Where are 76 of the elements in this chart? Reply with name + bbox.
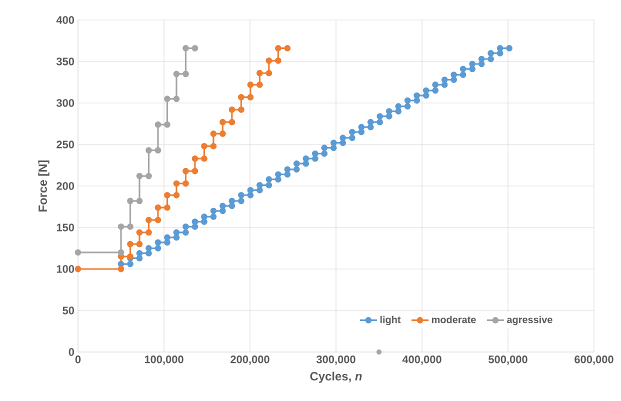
point [247, 94, 254, 100]
point [154, 147, 162, 154]
point [182, 70, 189, 78]
point [154, 121, 162, 128]
point [154, 204, 162, 211]
x-tick-label: 300,000 [316, 356, 356, 365]
point [146, 216, 152, 224]
y-tick-label: 0 [68, 348, 74, 356]
point [164, 192, 170, 198]
point [266, 70, 272, 76]
point [127, 198, 134, 204]
y-axis-title: Force [N] [38, 160, 50, 212]
point [182, 180, 189, 187]
y-tick-label: 250 [56, 140, 74, 148]
point [274, 57, 282, 64]
point [228, 118, 236, 126]
point [154, 216, 162, 224]
y-tick-label: 300 [56, 99, 74, 107]
point [173, 192, 180, 198]
point [136, 229, 143, 236]
point [127, 240, 134, 248]
point [256, 70, 263, 76]
point [146, 229, 152, 236]
x-tick-label: 600,000 [574, 356, 614, 365]
point [192, 155, 198, 162]
y-tick-label: 200 [56, 182, 74, 190]
y-tick-label: 400 [56, 16, 74, 24]
y-tick-label: 50 [62, 306, 74, 314]
point [127, 223, 134, 230]
point [247, 82, 254, 88]
point [118, 266, 124, 272]
point [136, 172, 143, 180]
point [182, 45, 189, 52]
point [173, 70, 180, 78]
point [220, 118, 226, 126]
legend-label: light [380, 316, 401, 326]
point [146, 147, 152, 154]
point [266, 57, 272, 64]
point [256, 82, 263, 88]
point [74, 266, 82, 272]
legend-label: agressive [507, 316, 552, 326]
point [118, 249, 124, 256]
legend-label: moderate [432, 316, 476, 324]
point [376, 349, 382, 355]
point [210, 130, 217, 137]
point [136, 198, 143, 204]
point [274, 45, 282, 52]
point [136, 240, 143, 248]
point [192, 168, 198, 174]
point [118, 223, 124, 230]
y-tick-label: 350 [56, 58, 74, 66]
x-axis-title: Cycles, n [310, 372, 362, 383]
point [74, 249, 82, 256]
point [238, 106, 244, 113]
point [173, 96, 180, 102]
x-tick-label: 200,000 [230, 356, 270, 365]
y-tick-label: 100 [56, 265, 74, 273]
point [228, 106, 236, 113]
point [146, 172, 152, 180]
point [210, 142, 217, 150]
x-tick-label: 100,000 [144, 356, 184, 365]
point [164, 96, 170, 102]
point [220, 130, 226, 137]
x-tick-label: 0 [75, 356, 81, 364]
y-tick-label: 150 [56, 224, 74, 232]
point [201, 142, 208, 150]
x-tick-label: 500,000 [488, 356, 528, 365]
point [201, 155, 208, 162]
point [182, 168, 189, 174]
point [164, 121, 170, 128]
point [238, 94, 244, 100]
x-tick-label: 400,000 [402, 356, 442, 365]
point [173, 180, 180, 187]
point [192, 45, 198, 52]
point [284, 45, 291, 52]
point [164, 204, 170, 211]
